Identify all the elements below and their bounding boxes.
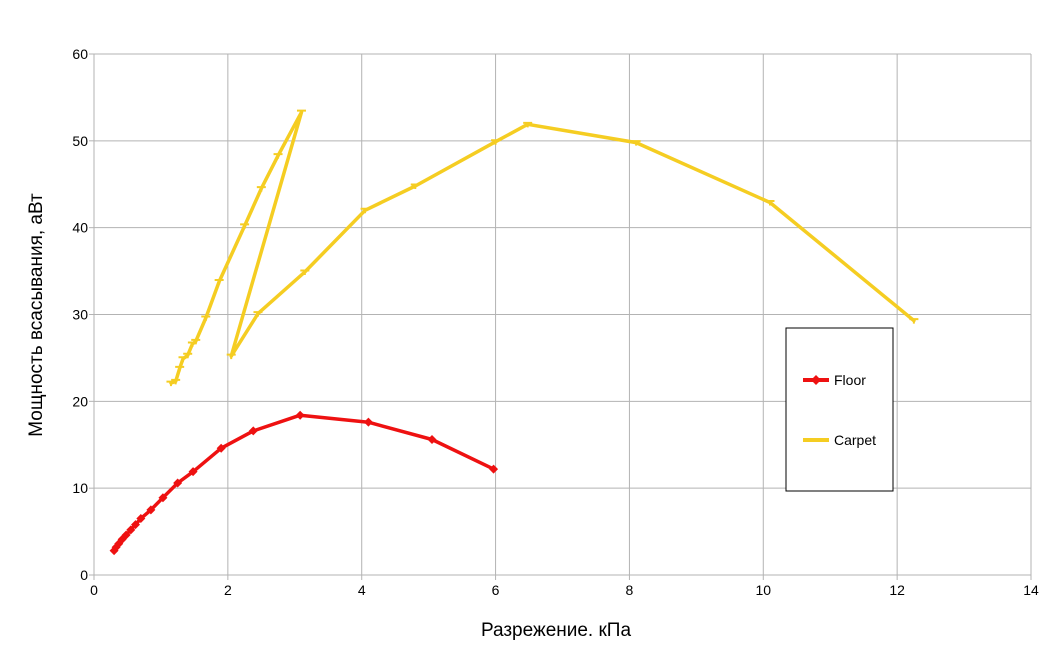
data-point-floor — [248, 426, 258, 436]
x-tick-label: 10 — [755, 582, 771, 598]
x-tick-label: 8 — [626, 582, 634, 598]
data-point-floor — [126, 525, 136, 535]
data-point-carpet — [631, 140, 641, 146]
series-carpet — [166, 109, 919, 387]
data-point-carpet — [166, 380, 176, 387]
series-floor — [109, 410, 499, 556]
data-point-carpet — [171, 378, 181, 385]
data-point-carpet — [523, 121, 533, 128]
data-point-carpet — [360, 207, 370, 214]
y-tick-label: 30 — [72, 307, 88, 323]
data-point-floor — [363, 417, 373, 427]
data-point-carpet — [226, 353, 236, 360]
data-point-floor — [295, 410, 305, 420]
data-point-carpet — [273, 153, 283, 159]
data-point-carpet — [201, 315, 211, 321]
data-point-floor — [216, 443, 226, 453]
tick-labels: 0 2 4 6 8 10 12 14 0 10 20 30 40 50 60 — [72, 46, 1039, 598]
legend-label-carpet: Carpet — [834, 432, 876, 448]
series-line-floor — [112, 413, 496, 553]
x-tick-label: 12 — [889, 582, 905, 598]
data-point-floor — [489, 464, 499, 474]
y-tick-label: 10 — [72, 480, 88, 496]
data-point-carpet — [214, 279, 224, 285]
y-axis-title: Мощность всасывания, аВт — [26, 193, 47, 437]
data-point-floor — [173, 478, 183, 488]
data-point-carpet — [296, 109, 306, 116]
y-tick-label: 50 — [72, 133, 88, 149]
legend-box — [785, 327, 894, 492]
data-point-carpet — [183, 352, 193, 359]
data-point-carpet — [240, 223, 250, 229]
data-point-floor — [136, 514, 146, 524]
data-point-carpet — [300, 269, 310, 275]
x-tick-label: 6 — [492, 582, 500, 598]
x-tick-label: 4 — [358, 582, 366, 598]
data-point-floor — [188, 467, 198, 477]
y-tick-label: 60 — [72, 46, 88, 62]
data-point-floor — [121, 530, 131, 540]
series-layer — [109, 109, 919, 556]
data-point-carpet — [191, 338, 201, 345]
x-axis-title: Разрежение. кПа — [481, 620, 632, 641]
data-point-carpet — [491, 139, 501, 145]
data-point-carpet — [253, 311, 263, 317]
data-point-floor — [427, 435, 437, 445]
legend: Floor Carpet — [785, 327, 894, 492]
data-point-carpet — [256, 186, 266, 192]
y-tick-label: 0 — [80, 567, 88, 583]
x-tick-label: 2 — [224, 582, 232, 598]
y-tick-label: 20 — [72, 393, 88, 409]
x-tick-label: 0 — [90, 582, 98, 598]
data-point-carpet — [909, 318, 919, 324]
legend-label-floor: Floor — [834, 372, 866, 388]
data-point-floor — [130, 520, 140, 530]
x-tick-label: 14 — [1023, 582, 1039, 598]
y-tick-label: 40 — [72, 220, 88, 236]
data-point-floor — [158, 493, 168, 503]
data-point-carpet — [765, 199, 775, 206]
data-point-carpet — [178, 356, 188, 362]
legend-marker-floor — [811, 375, 821, 385]
grid — [89, 53, 1032, 580]
data-point-floor — [146, 505, 156, 515]
data-point-carpet — [410, 183, 420, 189]
data-point-carpet — [175, 365, 185, 372]
